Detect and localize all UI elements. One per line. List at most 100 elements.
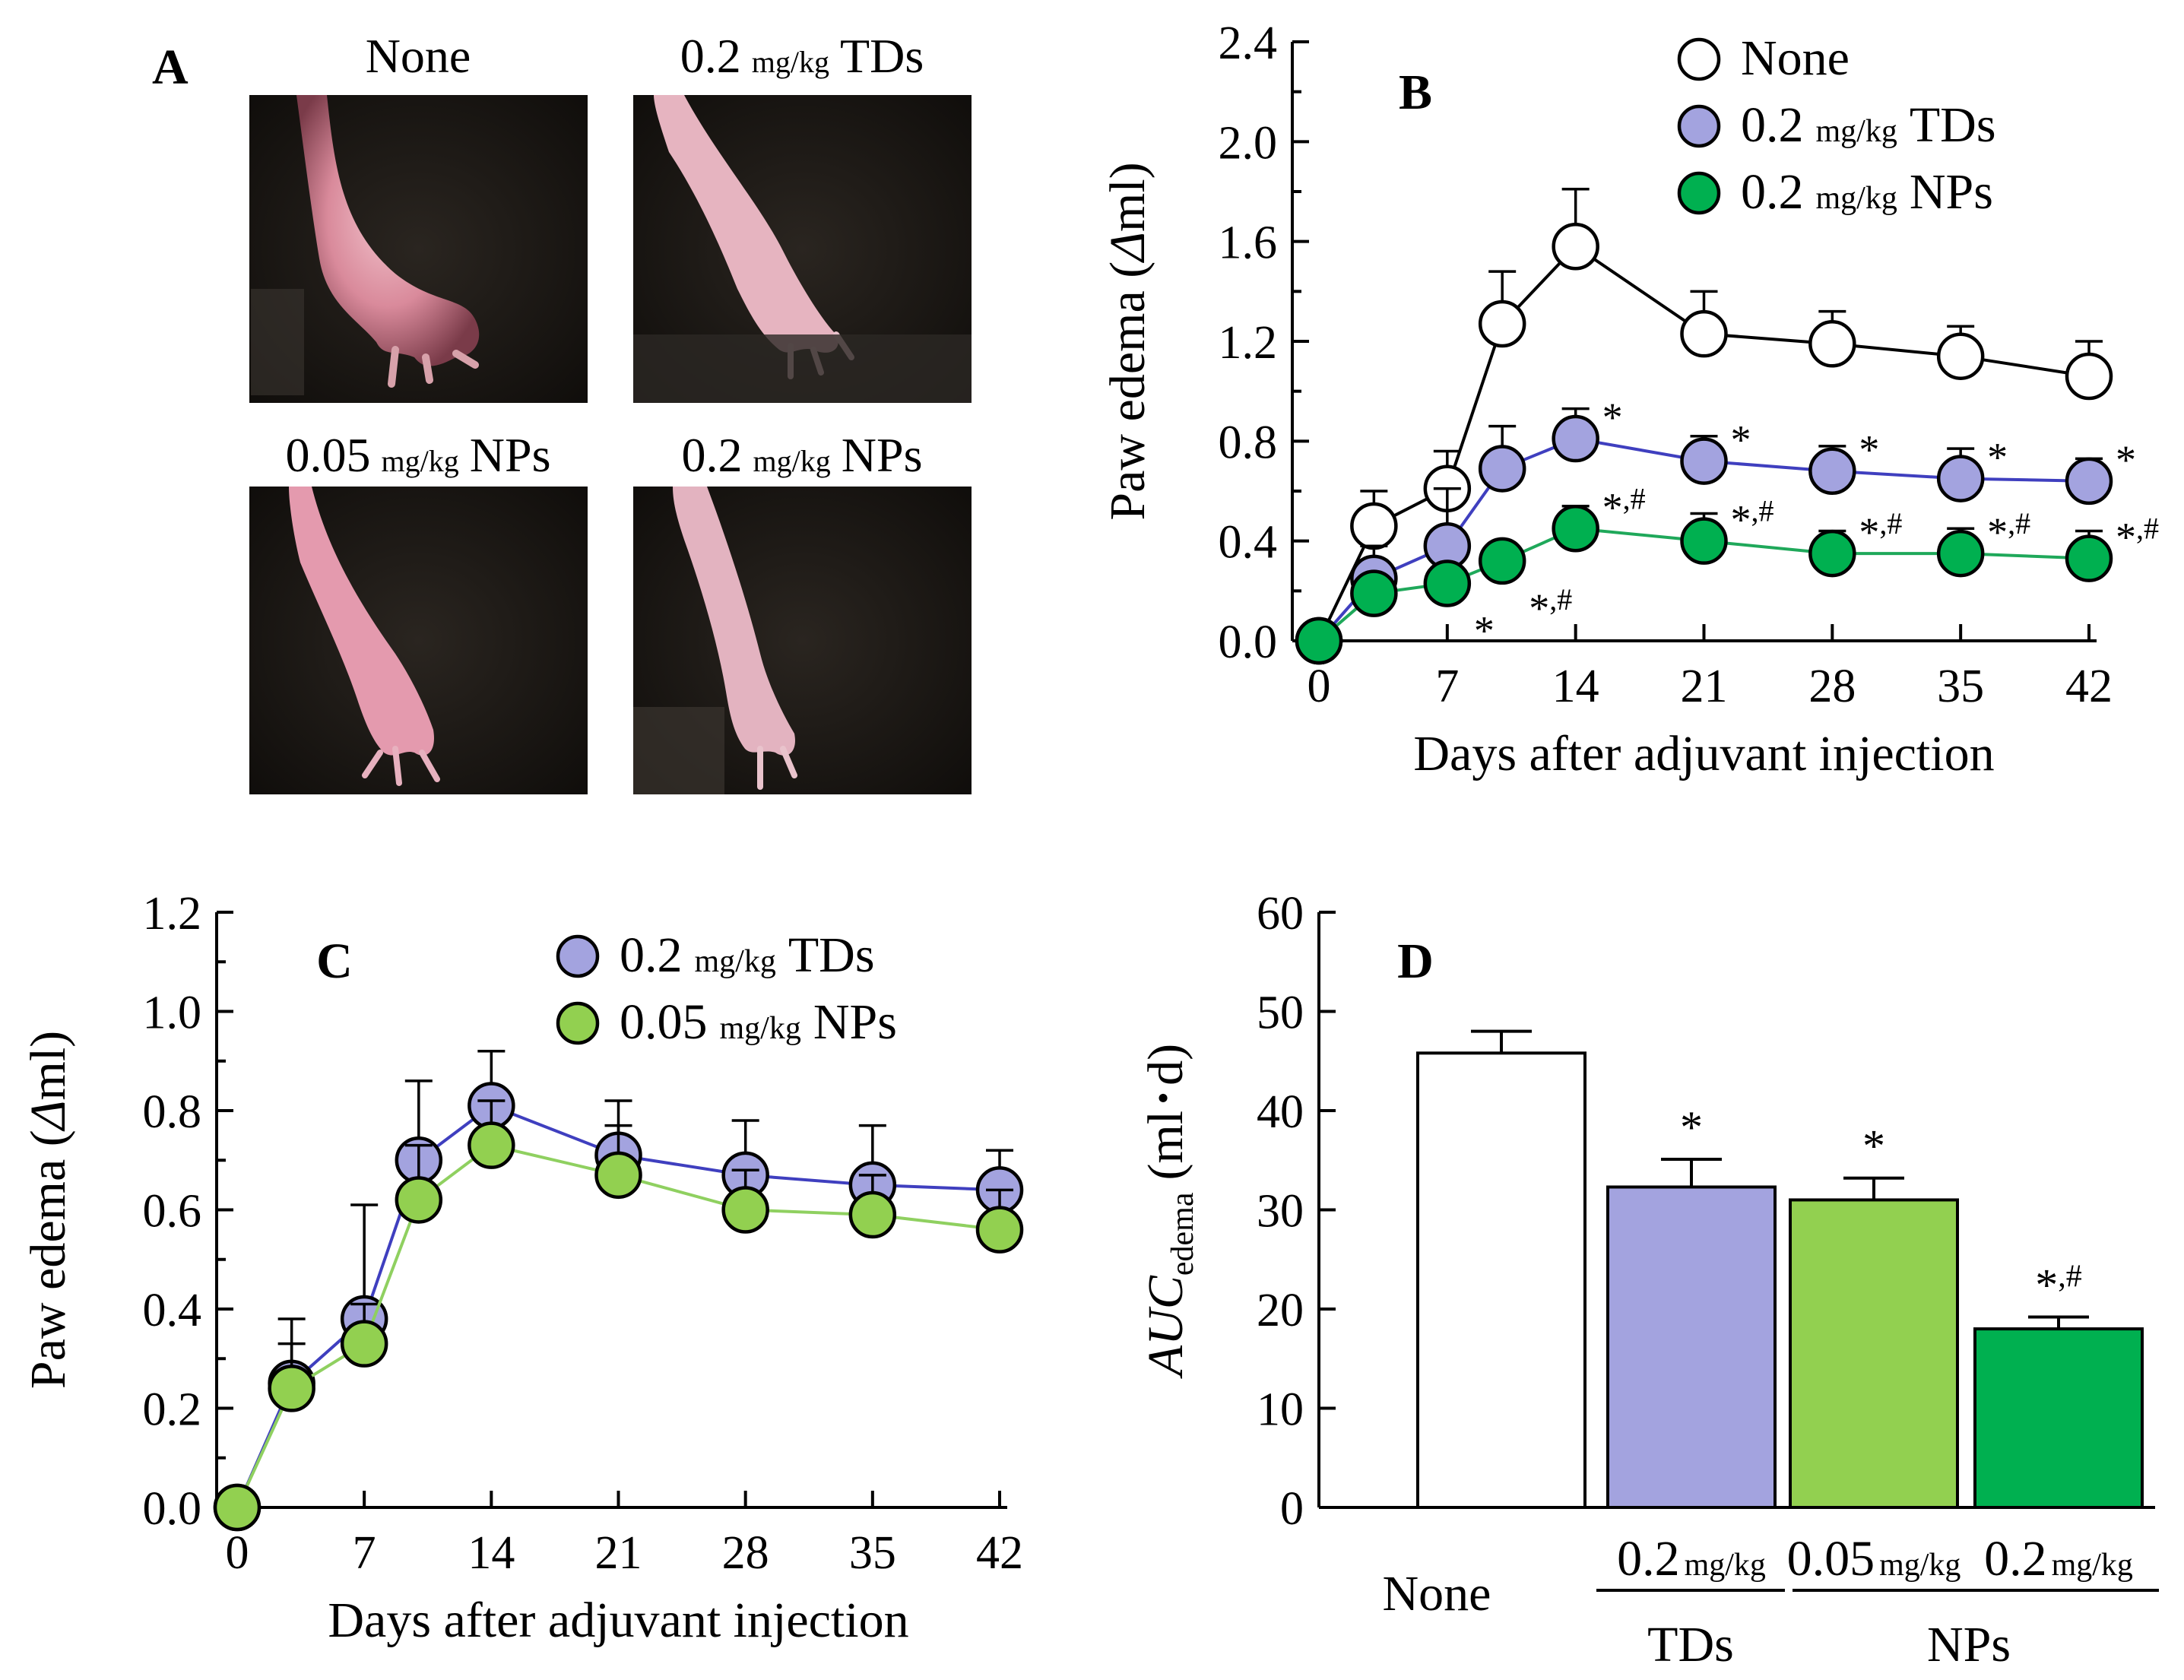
y-tick-label: 2.0 bbox=[1219, 117, 1278, 169]
mark-star: * bbox=[1859, 509, 1879, 555]
group-label-tds: TDs bbox=[1647, 1617, 1734, 1672]
panel-b: 0.0 0.4 0.8 1.2 1.6 2.0 2.4 0 7 14 21 28 35 42 Days af… bbox=[1100, 17, 2159, 781]
data-point bbox=[1808, 320, 1856, 368]
data-point bbox=[1295, 617, 1343, 665]
data-point bbox=[1936, 529, 1985, 578]
bar-group-tds: * 0.2 mg/kg bbox=[1606, 1102, 1777, 1586]
series-tds bbox=[213, 1049, 1024, 1532]
series-nps_high: * *,#*,# *,# *,# *,# *,# bbox=[1295, 481, 2159, 665]
y-tick-label: 1.2 bbox=[143, 888, 202, 940]
bar-dose: 0.2 bbox=[1617, 1531, 1680, 1586]
legend-unit: mg/kg bbox=[720, 1011, 801, 1046]
data-point bbox=[2065, 457, 2113, 506]
y-tick-label: 0.6 bbox=[143, 1186, 202, 1238]
bar-dose: 0.05 bbox=[1787, 1531, 1875, 1586]
data-point bbox=[1680, 437, 1728, 485]
y-tick-label: 0.4 bbox=[143, 1285, 202, 1336]
y-axis-label: Paw edema (Δml) bbox=[1100, 162, 1155, 520]
legend-label-nps_high: 0.2 mg/kg NPs bbox=[1741, 164, 1993, 220]
x-tick-label: 28 bbox=[1808, 661, 1856, 712]
y-tick-label: 30 bbox=[1257, 1186, 1304, 1238]
legend-group: TDs bbox=[1910, 97, 1996, 153]
bar-group-nps_high: *,# 0.2 mg/kg bbox=[1973, 1259, 2144, 1586]
legend-label-none: None bbox=[1741, 30, 1850, 86]
y-tick-label: 50 bbox=[1257, 987, 1304, 1039]
legend-unit: mg/kg bbox=[695, 944, 776, 979]
photo-label-nps-low: 0.05 mg/kg NPs bbox=[286, 428, 551, 482]
significance-mark: *,# bbox=[2116, 512, 2159, 560]
data-point bbox=[1478, 445, 1526, 493]
y-tick-label: 1.2 bbox=[1219, 317, 1278, 369]
mark-star: * bbox=[1987, 435, 2008, 480]
bar-unit: mg/kg bbox=[1685, 1548, 1766, 1583]
panel-letter: D bbox=[1397, 934, 1434, 989]
y-tick-label: 40 bbox=[1257, 1086, 1304, 1138]
paw-photo-nps-low bbox=[249, 487, 588, 794]
x-tick-label: 14 bbox=[1552, 661, 1599, 712]
panel-c: 0.0 0.2 0.4 0.6 0.8 1.0 1.2 0 7 14 21 28 35 42 Days af… bbox=[21, 888, 1024, 1648]
data-point bbox=[395, 1176, 443, 1224]
legend-unit: mg/kg bbox=[1816, 114, 1897, 149]
mark-star: * bbox=[2035, 1260, 2058, 1310]
data-point bbox=[1680, 309, 1728, 358]
data-point bbox=[1478, 300, 1526, 348]
data-point bbox=[1936, 332, 1985, 380]
y-axis-label-main: Paw edema ( bbox=[1100, 262, 1155, 521]
data-point bbox=[721, 1186, 769, 1234]
legend-group: TDs bbox=[788, 927, 875, 983]
legend-group: None bbox=[1741, 30, 1850, 86]
mark-hash: ,# bbox=[2008, 506, 2030, 540]
bar-dose-label: 0.2 mg/kg bbox=[1984, 1531, 2133, 1586]
data-point bbox=[848, 1190, 897, 1239]
legend-dose: 0.2 bbox=[1741, 97, 1804, 153]
data-point bbox=[1808, 447, 1856, 495]
significance-mark: * bbox=[1680, 1102, 1703, 1152]
photo-label-tds: 0.2 mg/kg TDs bbox=[680, 29, 924, 83]
mark-hash: ,# bbox=[2136, 512, 2159, 546]
y-tick-label: 10 bbox=[1257, 1384, 1304, 1436]
mark-hash: ,# bbox=[2058, 1259, 2082, 1294]
significance-mark: * bbox=[1731, 417, 1751, 463]
legend-group: NPs bbox=[1910, 164, 1993, 220]
panel-letter: C bbox=[316, 934, 353, 989]
data-point bbox=[594, 1151, 642, 1200]
x-tick-label: 0 bbox=[226, 1527, 249, 1579]
mark-star: * bbox=[1859, 427, 1879, 473]
y-axis-label: AUCedema (ml･d) bbox=[1138, 1044, 1200, 1379]
bar-category-label: None bbox=[1383, 1566, 1491, 1621]
legend-unit: mg/kg bbox=[1816, 181, 1897, 216]
mark-star: * bbox=[1602, 484, 1623, 530]
x-tick-label: 7 bbox=[353, 1527, 376, 1579]
mark-star: * bbox=[1680, 1102, 1703, 1152]
y-axis-label-sub: edema bbox=[1165, 1192, 1200, 1276]
data-point bbox=[468, 1121, 515, 1169]
y-tick-label: 2.4 bbox=[1219, 17, 1278, 69]
legend-marker-tds bbox=[556, 934, 600, 978]
bar-unit: mg/kg bbox=[2052, 1548, 2133, 1583]
y-axis-label-delta: Δ bbox=[21, 1101, 76, 1133]
x-tick-label: 42 bbox=[976, 1527, 1023, 1579]
legend-dose: 0.2 bbox=[620, 927, 683, 983]
mark-hash: ,# bbox=[1751, 494, 1774, 528]
x-tick-label: 21 bbox=[1681, 661, 1728, 712]
data-point bbox=[213, 1483, 262, 1532]
significance-mark: *,# bbox=[1987, 506, 2030, 555]
legend-dose: 0.05 bbox=[620, 994, 708, 1050]
x-tick-label: 28 bbox=[722, 1527, 769, 1579]
bar bbox=[1416, 1051, 1586, 1510]
photo-label-none: None bbox=[366, 29, 471, 83]
significance-mark: * bbox=[1602, 395, 1623, 440]
y-tick-label: 0 bbox=[1280, 1483, 1304, 1535]
y-axis-label-main: Paw edema ( bbox=[21, 1130, 76, 1389]
y-tick-label: 0.4 bbox=[1219, 517, 1278, 569]
data-point bbox=[268, 1365, 315, 1412]
mark-hash: ,# bbox=[1623, 481, 1646, 515]
data-point bbox=[1552, 505, 1599, 553]
photo-label-nps-high: 0.2 mg/kg NPs bbox=[682, 428, 923, 482]
bar-dose-label: 0.05 mg/kg bbox=[1787, 1531, 1961, 1586]
legend-label-nps_low: 0.05 mg/kg NPs bbox=[620, 994, 897, 1050]
series-none bbox=[1295, 187, 2113, 665]
data-point bbox=[340, 1320, 388, 1368]
